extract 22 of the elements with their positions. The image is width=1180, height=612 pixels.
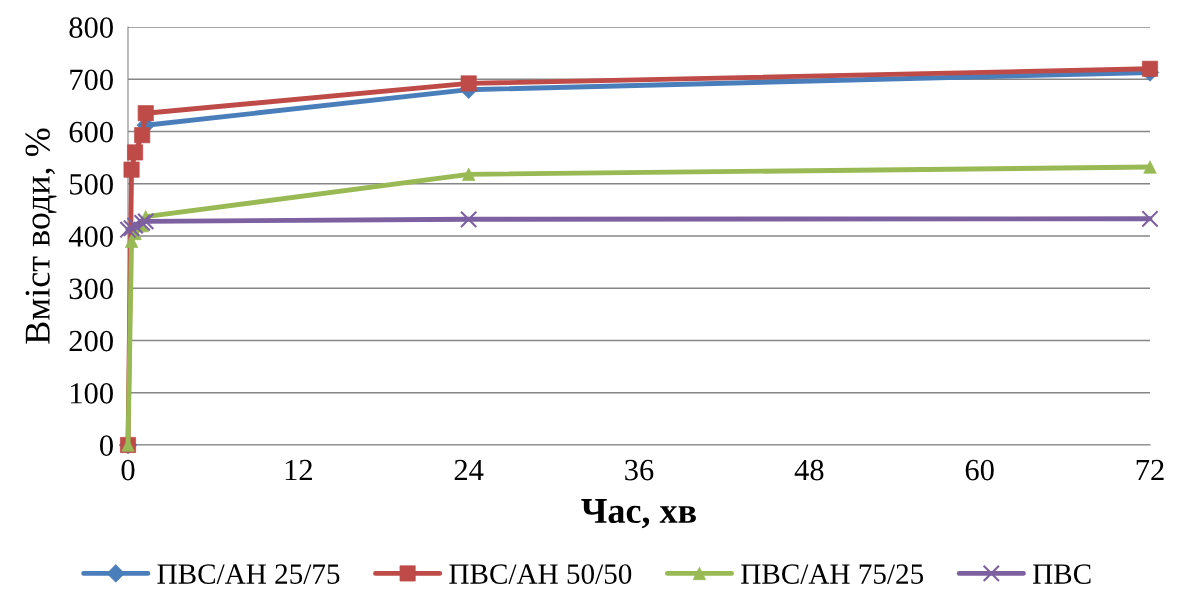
legend-label: ПВС <box>1032 564 1091 584</box>
y-tick-label: 600 <box>69 121 113 143</box>
x-tick-label: 36 <box>625 459 654 481</box>
x-tick-label: 72 <box>1136 459 1164 481</box>
y-tick-label: 300 <box>69 278 113 300</box>
y-tick-label: 700 <box>70 69 113 91</box>
y-tick-label: 0 <box>100 435 113 456</box>
x-tick-label: 48 <box>794 459 824 481</box>
y-tick-label: 100 <box>70 383 113 404</box>
y-tick-label: 200 <box>69 330 113 352</box>
legend-label: ПВС/АН 75/25 <box>741 564 924 584</box>
x-tick-label: 60 <box>965 459 994 481</box>
legend-label: ПВС/АН 50/50 <box>449 564 632 584</box>
y-axis-title: Вміст води, % <box>25 128 57 344</box>
x-axis-title: Час, хв <box>581 499 696 529</box>
legend-label: ПВС/АН 25/75 <box>157 564 340 584</box>
y-tick-label: 800 <box>69 17 113 38</box>
y-tick-label: 400 <box>68 226 113 247</box>
y-tick-label: 500 <box>70 174 113 195</box>
x-tick-label: 0 <box>121 459 135 481</box>
x-tick-label: 24 <box>454 459 484 481</box>
x-tick-label: 12 <box>285 459 312 481</box>
